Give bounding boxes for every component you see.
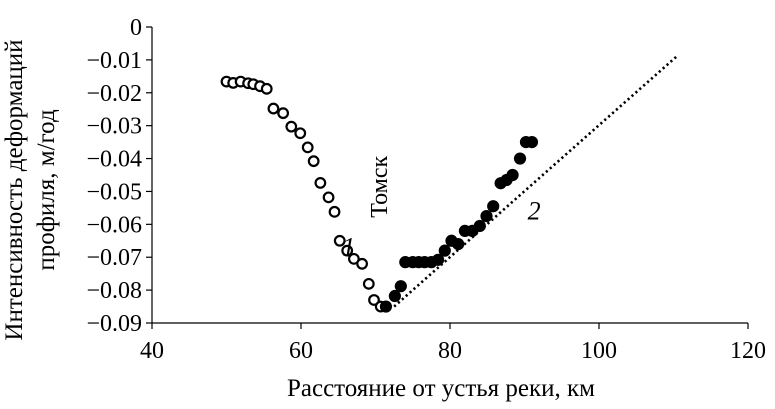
y-tick-label: −0.05: [86, 179, 142, 205]
y-tick-label: −0.06: [86, 212, 142, 238]
open-point: [277, 107, 290, 120]
filled-point: [379, 300, 393, 313]
y-tick-label: −0.09: [86, 311, 142, 337]
open-point: [267, 102, 280, 115]
filled-point: [431, 253, 445, 266]
y-tick-label: 0: [130, 15, 142, 41]
filled-point: [506, 168, 519, 182]
x-tick-label: 100: [581, 338, 617, 364]
filled-point: [438, 244, 451, 257]
annotation-series-number: 1: [342, 233, 355, 262]
data-series: [220, 54, 679, 313]
filled-point: [388, 289, 401, 303]
y-tick-label: −0.07: [86, 245, 142, 271]
y-axis-label-line1: Интенсивность деформаций: [1, 39, 28, 340]
open-point: [368, 294, 380, 306]
x-tick-label: 40: [140, 338, 164, 364]
annotation-series-number: 2: [528, 196, 541, 225]
tick-labels: 40 60 80 100 120 0 −0.01 −0.02 −0.03 −0.04 −0.05 −0…: [86, 15, 766, 364]
filled-point: [480, 210, 493, 223]
open-point: [362, 277, 375, 290]
open-point: [285, 120, 298, 133]
y-axis-label: Интенсивность деформаций профиля, м/год: [1, 39, 60, 340]
annotation-tomsk: Томск: [367, 156, 393, 218]
filled-point: [394, 280, 407, 293]
y-tick-label: −0.01: [86, 48, 142, 74]
annotations: 1 2 Томск: [342, 156, 541, 262]
filled-point: [525, 136, 539, 149]
y-tick-label: −0.08: [86, 278, 142, 304]
open-point: [347, 252, 360, 265]
x-axis-label: Расстояние от устья реки, км: [287, 375, 595, 402]
trend-dotted-line: [393, 54, 679, 308]
x-tick-label: 120: [730, 338, 766, 364]
x-tick-label: 80: [438, 338, 462, 364]
open-point: [294, 127, 307, 140]
tick-marks: [146, 26, 749, 329]
open-point: [307, 155, 320, 168]
open-point: [322, 191, 335, 204]
y-tick-label: −0.02: [86, 81, 142, 107]
y-tick-label: −0.03: [86, 114, 142, 140]
x-tick-label: 60: [289, 338, 313, 364]
filled-point: [487, 200, 500, 213]
y-tick-label: −0.04: [86, 147, 142, 173]
open-point: [314, 176, 327, 189]
open-point: [260, 82, 273, 95]
open-point: [328, 205, 341, 218]
open-point: [356, 257, 368, 270]
open-point: [341, 244, 354, 257]
open-point: [333, 234, 346, 247]
open-point: [301, 141, 314, 154]
filled-point: [513, 152, 527, 165]
y-axis-label-line2: профиля, м/год: [33, 109, 60, 271]
